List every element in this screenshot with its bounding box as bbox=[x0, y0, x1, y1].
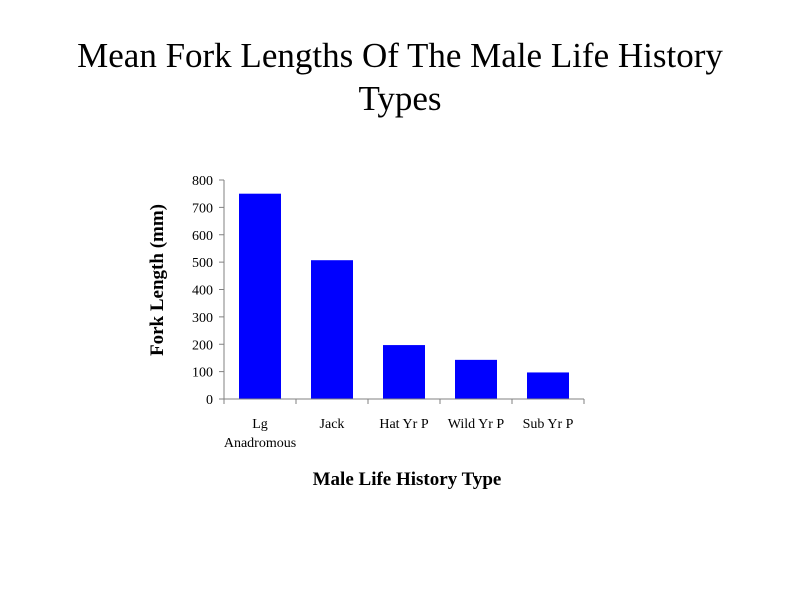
bar bbox=[455, 359, 497, 399]
y-tick-label: 400 bbox=[192, 284, 213, 299]
chart-title-line-2: Types bbox=[358, 79, 442, 118]
bar bbox=[383, 345, 425, 399]
y-tick-label: 700 bbox=[192, 201, 213, 216]
chart-title: Mean Fork Lengths Of The Male Life Histo… bbox=[0, 34, 800, 120]
bar bbox=[527, 372, 569, 399]
y-axis-label: Fork Length (mm) bbox=[147, 204, 168, 356]
x-tick-label: Lg Anadromous bbox=[224, 417, 296, 451]
y-axis-ticks: 0 100 200 300 400 500 600 700 800 bbox=[192, 174, 224, 408]
x-tick-label: Sub Yr P bbox=[523, 417, 574, 432]
y-tick-label: 800 bbox=[192, 174, 213, 189]
bar bbox=[239, 193, 281, 399]
x-tick-label: Hat Yr P bbox=[379, 417, 428, 432]
x-axis-ticks: Lg Anadromous Jack Hat Yr P Wild Yr P Sub Yr … bbox=[223, 399, 585, 451]
y-tick-label: 600 bbox=[192, 229, 213, 244]
x-tick-label: Jack bbox=[320, 417, 345, 432]
y-tick-label: 300 bbox=[192, 311, 213, 326]
y-tick-label: 0 bbox=[206, 393, 213, 408]
x-tick-label: Wild Yr P bbox=[448, 417, 505, 432]
bar bbox=[311, 260, 353, 399]
y-tick-label: 100 bbox=[192, 366, 213, 381]
y-tick-label: 500 bbox=[192, 256, 213, 271]
y-tick-label: 200 bbox=[192, 338, 213, 353]
bars-layer bbox=[239, 193, 569, 399]
x-axis-label: Male Life History Type bbox=[313, 469, 502, 490]
chart-title-line-1: Mean Fork Lengths Of The Male Life Histo… bbox=[77, 36, 723, 75]
